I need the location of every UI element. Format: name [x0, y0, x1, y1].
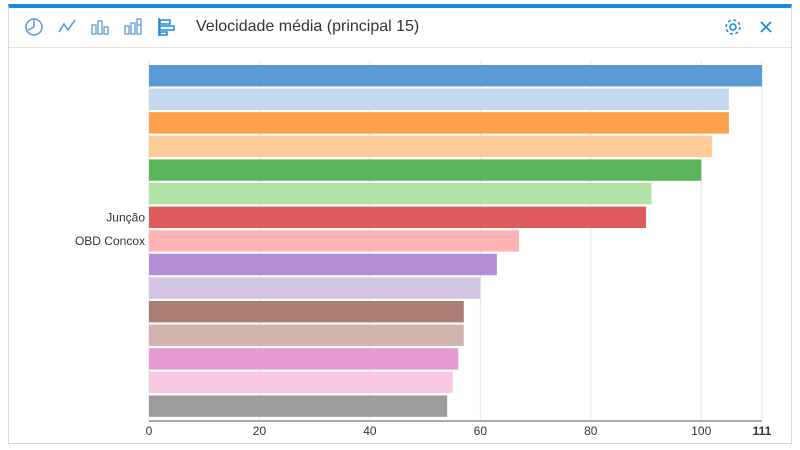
x-tick-label: 20: [253, 424, 267, 438]
category-label: OBD Concox: [75, 234, 145, 248]
x-tick-label: 0: [146, 424, 153, 438]
chart-toolbar: Velocidade média (principal 15): [9, 8, 791, 48]
chart-title: Velocidade média (principal 15): [196, 18, 420, 35]
horizontal-bar-chart-icon[interactable]: [155, 16, 177, 38]
bar[interactable]: [149, 135, 713, 158]
bar[interactable]: [149, 159, 702, 181]
x-tick-label: 60: [474, 424, 488, 438]
bar[interactable]: [149, 277, 481, 299]
bar[interactable]: [149, 324, 464, 346]
chart-panel: Velocidade média (principal 15) Junção OB…: [8, 4, 792, 450]
bar[interactable]: [149, 183, 652, 205]
x-tick-label: 100: [691, 424, 711, 438]
bar[interactable]: [149, 65, 762, 87]
x-tick-label: 111: [753, 424, 772, 438]
stacked-column-chart-icon[interactable]: [122, 16, 144, 38]
bar[interactable]: [149, 206, 647, 228]
bar[interactable]: [149, 112, 729, 134]
bar[interactable]: [149, 301, 464, 323]
bar[interactable]: [149, 371, 453, 394]
x-tick-label: 80: [584, 424, 598, 438]
bar[interactable]: [149, 230, 520, 252]
bar[interactable]: [149, 348, 459, 370]
line-chart-icon[interactable]: [56, 16, 78, 38]
category-label: Junção: [106, 210, 145, 224]
pie-chart-icon[interactable]: [23, 16, 45, 38]
column-chart-icon[interactable]: [89, 16, 111, 38]
close-icon[interactable]: [755, 16, 777, 38]
gear-icon[interactable]: [722, 16, 744, 38]
bar[interactable]: [149, 88, 729, 110]
bar[interactable]: [149, 395, 448, 417]
bar[interactable]: [149, 253, 497, 276]
x-tick-label: 40: [363, 424, 377, 438]
